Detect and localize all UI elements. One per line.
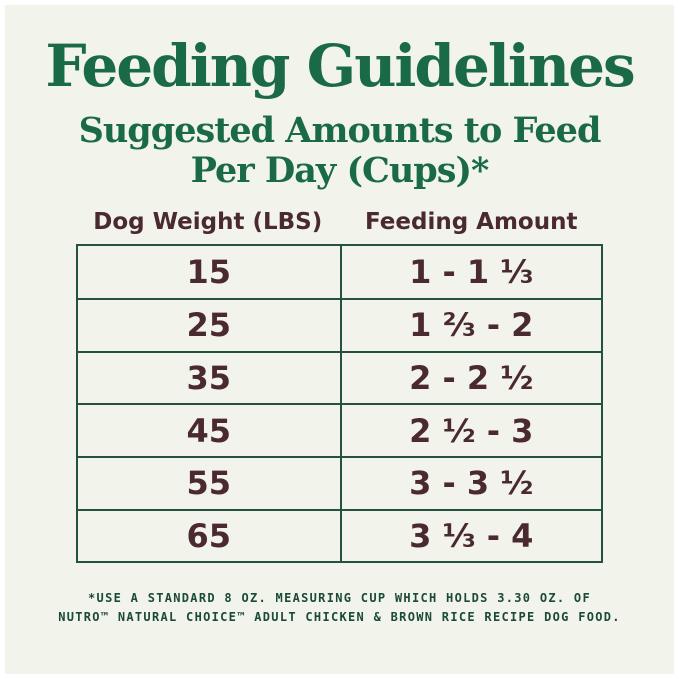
footnote-line-2: NUTRO™ NATURAL CHOICE™ ADULT CHICKEN & B… (58, 610, 621, 625)
dog-weight-value: 35 (186, 359, 232, 398)
feeding-table-section: Dog Weight (LBS) Feeding Amount 15 1 - 1… (76, 209, 603, 564)
feeding-amount-value: 2 - 2 ½ (339, 352, 602, 404)
page-subtitle-line-2: Per Day (Cups)* (190, 149, 490, 191)
table-row: 15 1 - 1 ⅓ (78, 245, 602, 299)
dog-weight-value: 15 (186, 252, 232, 291)
table-row: 35 2 - 2 ½ (78, 350, 602, 404)
column-header-feeding-amount: Feeding Amount (365, 208, 578, 235)
feeding-amount-value: 3 ⅓ - 4 (339, 510, 602, 562)
footnote: *USE A STANDARD 8 OZ. MEASURING CUP WHIC… (5, 589, 674, 627)
table-row: 55 3 - 3 ½ (78, 455, 602, 509)
dog-weight-value: 55 (186, 464, 232, 503)
page-subtitle-line-1: Suggested Amounts to Feed (78, 109, 602, 151)
dog-weight-value: 65 (186, 516, 232, 555)
page-title: Feeding Guidelines (45, 32, 635, 100)
table-row: 25 1 ⅔ - 2 (78, 298, 601, 351)
table-row: 65 3 ⅓ - 4 (78, 508, 602, 562)
footnote-line-1: *USE A STANDARD 8 OZ. MEASURING CUP WHIC… (88, 591, 591, 606)
column-header-dog-weight: Dog Weight (LBS) (93, 208, 323, 235)
feeding-table: 15 1 - 1 ⅓ 25 1 ⅔ - 2 35 2 - 2 ½ 45 2 ½ … (76, 243, 603, 564)
dog-weight-value: 45 (186, 411, 232, 450)
table-row: 45 2 ½ - 3 (78, 403, 601, 456)
feeding-amount-value: 2 ½ - 3 (339, 405, 602, 456)
feeding-amount-value: 1 ⅔ - 2 (339, 300, 602, 351)
page-subtitle: Suggested Amounts to Feed Per Day (Cups)… (5, 109, 674, 191)
feeding-amount-value: 1 - 1 ⅓ (339, 245, 602, 299)
table-column-headers: Dog Weight (LBS) Feeding Amount (76, 209, 603, 235)
dog-weight-value: 25 (186, 306, 232, 345)
feeding-amount-value: 3 - 3 ½ (339, 457, 602, 509)
